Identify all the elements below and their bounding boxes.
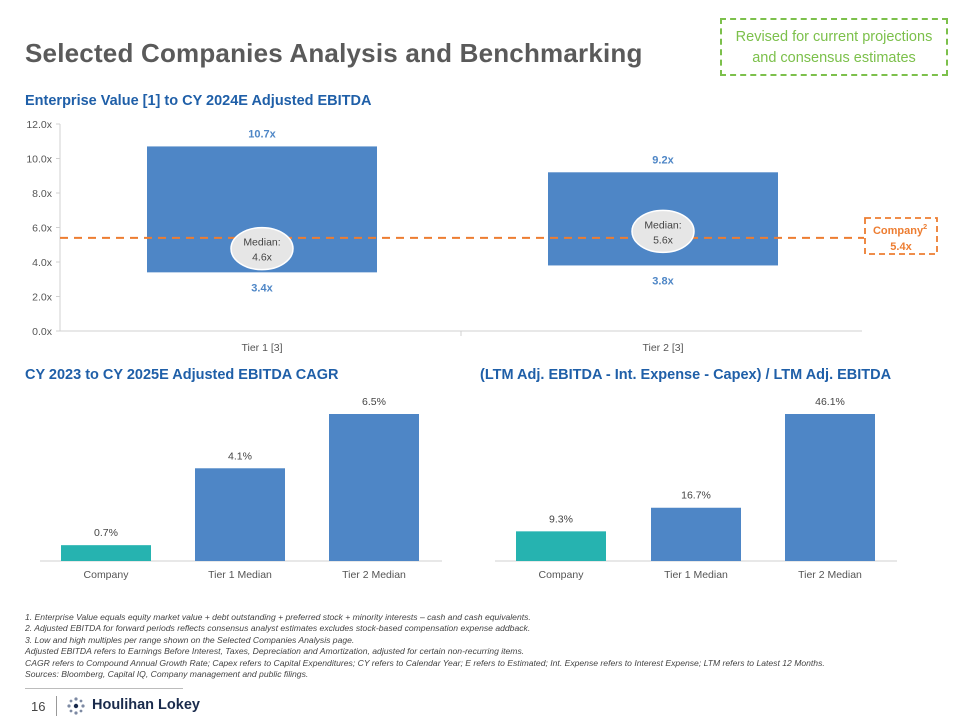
ev-y-tick-label: 12.0x [26,119,52,131]
page-title: Selected Companies Analysis and Benchmar… [25,38,643,68]
footnote-abbreviations: CAGR refers to Compound Annual Growth Ra… [25,657,825,668]
cagr-bar [329,414,419,561]
footnote-2: 2. Adjusted EBITDA for forward periods r… [25,623,531,634]
revision-note-line1: Revised for current projections [735,29,933,45]
margin-bar [651,507,741,561]
median-prefix-label: Median: [243,237,280,249]
company-value-label: 5.4x [890,241,912,253]
cagr-bar [61,545,151,561]
ev-y-tick-label: 0.0x [32,326,53,338]
cagr-bar [195,468,285,561]
ev-y-tick-label: 4.0x [32,257,53,269]
median-value-label: 5.6x [653,234,674,246]
margin-value-label: 9.3% [549,513,573,525]
margin-category-label: Tier 2 Median [798,569,862,581]
margin-bar [516,531,606,561]
footer-separator [56,696,57,716]
ev-category-label: Tier 2 [3] [642,342,683,354]
brand-logo-icon [67,697,85,715]
cagr-category-label: Company [84,569,130,581]
revision-note-box: Revised for current projections and cons… [720,18,948,76]
ev-low-label: 3.8x [652,275,674,287]
cagr-value-label: 4.1% [228,450,252,462]
footnote-1: 1. Enterprise Value equals equity market… [25,612,531,622]
margin-bar [785,414,875,561]
margin-category-label: Tier 1 Median [664,569,728,581]
ev-y-tick-label: 8.0x [32,188,53,200]
revision-note-line2: and consensus estimates [752,50,916,66]
median-value-label: 4.6x [252,252,273,264]
margin-title: (LTM Adj. EBITDA - Int. Expense - Capex)… [480,367,892,383]
margin-value-label: 46.1% [815,396,845,408]
cagr-category-label: Tier 1 Median [208,569,272,581]
ev-category-label: Tier 1 [3] [241,342,282,354]
ev-high-label: 9.2x [652,154,674,166]
ev-y-tick-label: 10.0x [26,154,52,166]
cagr-title: CY 2023 to CY 2025E Adjusted EBITDA CAGR [25,367,339,383]
footnote-ebitda-definition: Adjusted EBITDA refers to Earnings Befor… [25,646,525,657]
cagr-value-label: 0.7% [94,527,118,539]
ev-y-tick-label: 2.0x [32,292,53,304]
median-bubble [230,226,294,271]
footnote-3: 3. Low and high multiples per range show… [25,634,355,645]
margin-category-label: Company [539,569,585,581]
ev-high-label: 10.7x [248,128,276,140]
brand-name: Houlihan Lokey [92,697,200,713]
median-prefix-label: Median: [644,219,681,231]
cagr-value-label: 6.5% [362,396,386,408]
footer-divider [25,688,183,689]
ev-ebitda-title: Enterprise Value [1] to CY 2024E Adjuste… [25,93,372,109]
margin-value-label: 16.7% [681,490,711,502]
cagr-category-label: Tier 2 Median [342,569,406,581]
page-number: 16 [31,699,46,714]
company-label-superscript: 2 [923,222,927,231]
ev-y-tick-label: 6.0x [32,223,53,235]
footnote-sources: Sources: Bloomberg, Capital IQ, Company … [25,669,309,680]
median-bubble [631,209,695,254]
company-label: Company [873,225,924,237]
ev-low-label: 3.4x [251,282,273,294]
footnotes: 1. Enterprise Value equals equity market… [25,612,935,680]
company-label-box [864,217,938,255]
